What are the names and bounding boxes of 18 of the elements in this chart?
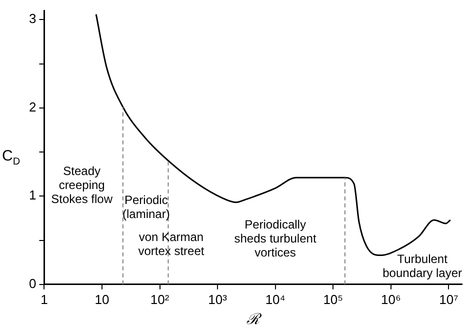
x-tick-label: 10²	[150, 292, 170, 307]
x-tick-label: 10⁵	[323, 292, 344, 307]
x-tick-label: 1	[40, 292, 48, 307]
annotation: Periodic (laminar)	[122, 193, 170, 222]
y-tick-label: 0	[28, 276, 36, 291]
annotation: Turbulent boundary layer	[382, 252, 462, 280]
x-tick-label: 10⁶	[381, 292, 401, 307]
y-tick-label: 2	[28, 99, 36, 114]
annotation: von Karman vortex street	[138, 230, 205, 258]
x-tick-label: 10⁷	[439, 292, 459, 307]
x-tick-label: 10	[94, 292, 110, 307]
x-axis-title: ℛ	[246, 311, 263, 328]
annotation: Periodically sheds turbulent vortices	[234, 218, 317, 260]
x-tick-label: 10³	[208, 292, 228, 307]
annotation: Steady creeping Stokes flow	[51, 164, 113, 206]
y-tick-label: 1	[28, 188, 36, 203]
x-tick-label: 10⁴	[265, 292, 286, 307]
y-tick-label: 3	[28, 11, 36, 26]
